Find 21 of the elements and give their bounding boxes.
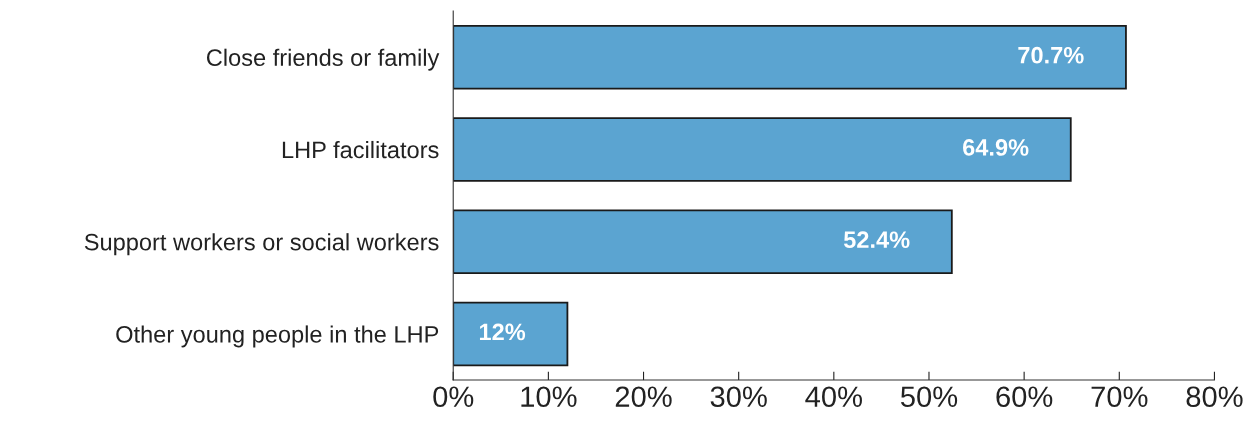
x-tick-label: 80%	[1186, 386, 1243, 408]
y-tick-label: Other young people in the LHP	[116, 325, 439, 348]
x-tick-label: 70%	[1091, 386, 1148, 408]
bar	[453, 301, 569, 367]
x-tick-label: 50%	[900, 386, 958, 408]
data-label: 70.7%	[1018, 46, 1084, 64]
x-tick-label: 60%	[996, 386, 1053, 408]
x-tick-label: 30%	[710, 386, 767, 408]
x-tick-label: 40%	[805, 386, 862, 408]
bar	[453, 209, 953, 274]
bar	[453, 117, 1072, 182]
x-tick-label: 0%	[433, 386, 474, 408]
data-label: 64.9%	[963, 139, 1029, 156]
y-tick-label: Support workers or social workers	[84, 233, 439, 256]
data-label: 12%	[479, 323, 526, 341]
y-tick-label: Close friends or family	[206, 48, 440, 71]
y-tick-label: LHP facilitators	[282, 140, 439, 159]
x-tick-label: 10%	[521, 386, 577, 408]
data-label: 52.4%	[843, 231, 910, 249]
x-tick-label: 20%	[615, 386, 672, 408]
bar	[453, 24, 1127, 90]
